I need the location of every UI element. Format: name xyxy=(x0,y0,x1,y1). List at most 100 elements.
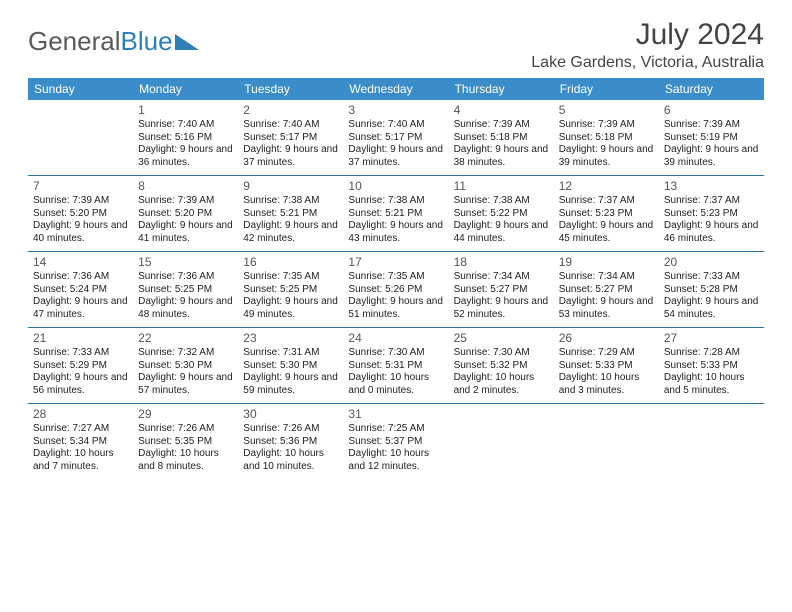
weekday-header: Saturday xyxy=(659,78,764,100)
day-number: 10 xyxy=(348,179,443,194)
day-number: 14 xyxy=(33,255,128,270)
weekday-header: Friday xyxy=(554,78,659,100)
sunrise-line: Sunrise: 7:38 AM xyxy=(454,195,549,208)
calendar-body: 1Sunrise: 7:40 AMSunset: 5:16 PMDaylight… xyxy=(28,100,764,479)
calendar-day-cell: 25Sunrise: 7:30 AMSunset: 5:32 PMDayligh… xyxy=(449,328,554,404)
daylight-line: Daylight: 10 hours and 8 minutes. xyxy=(138,448,233,473)
calendar-week-row: 28Sunrise: 7:27 AMSunset: 5:34 PMDayligh… xyxy=(28,404,764,480)
daylight-line: Daylight: 9 hours and 43 minutes. xyxy=(348,220,443,245)
daylight-line: Daylight: 10 hours and 2 minutes. xyxy=(454,372,549,397)
sunset-line: Sunset: 5:20 PM xyxy=(138,208,233,221)
calendar-day-cell: 15Sunrise: 7:36 AMSunset: 5:25 PMDayligh… xyxy=(133,252,238,328)
calendar-day-cell: 9Sunrise: 7:38 AMSunset: 5:21 PMDaylight… xyxy=(238,176,343,252)
calendar-day-cell: 16Sunrise: 7:35 AMSunset: 5:25 PMDayligh… xyxy=(238,252,343,328)
calendar-day-cell: 28Sunrise: 7:27 AMSunset: 5:34 PMDayligh… xyxy=(28,404,133,480)
daylight-line: Daylight: 9 hours and 54 minutes. xyxy=(664,296,759,321)
daylight-line: Daylight: 10 hours and 10 minutes. xyxy=(243,448,338,473)
sunrise-line: Sunrise: 7:27 AM xyxy=(33,423,128,436)
logo-text-blue: Blue xyxy=(121,26,173,57)
sunset-line: Sunset: 5:16 PM xyxy=(138,132,233,145)
calendar-day-cell xyxy=(659,404,764,480)
day-number: 28 xyxy=(33,407,128,422)
sunrise-line: Sunrise: 7:38 AM xyxy=(243,195,338,208)
sunrise-line: Sunrise: 7:35 AM xyxy=(243,271,338,284)
daylight-line: Daylight: 9 hours and 49 minutes. xyxy=(243,296,338,321)
daylight-line: Daylight: 10 hours and 12 minutes. xyxy=(348,448,443,473)
day-number: 3 xyxy=(348,103,443,118)
daylight-line: Daylight: 9 hours and 56 minutes. xyxy=(33,372,128,397)
sunset-line: Sunset: 5:17 PM xyxy=(243,132,338,145)
sunset-line: Sunset: 5:21 PM xyxy=(243,208,338,221)
calendar-day-cell: 20Sunrise: 7:33 AMSunset: 5:28 PMDayligh… xyxy=(659,252,764,328)
title-block: July 2024 Lake Gardens, Victoria, Austra… xyxy=(531,18,764,72)
sunset-line: Sunset: 5:25 PM xyxy=(138,284,233,297)
sunset-line: Sunset: 5:29 PM xyxy=(33,360,128,373)
logo: GeneralBlue xyxy=(28,18,199,57)
weekday-header: Thursday xyxy=(449,78,554,100)
sunset-line: Sunset: 5:22 PM xyxy=(454,208,549,221)
daylight-line: Daylight: 9 hours and 46 minutes. xyxy=(664,220,759,245)
daylight-line: Daylight: 10 hours and 3 minutes. xyxy=(559,372,654,397)
daylight-line: Daylight: 10 hours and 0 minutes. xyxy=(348,372,443,397)
day-number: 24 xyxy=(348,331,443,346)
logo-text-general: General xyxy=(28,26,121,57)
sunset-line: Sunset: 5:30 PM xyxy=(138,360,233,373)
daylight-line: Daylight: 9 hours and 47 minutes. xyxy=(33,296,128,321)
daylight-line: Daylight: 9 hours and 51 minutes. xyxy=(348,296,443,321)
calendar-table: SundayMondayTuesdayWednesdayThursdayFrid… xyxy=(28,78,764,479)
day-number: 31 xyxy=(348,407,443,422)
day-number: 16 xyxy=(243,255,338,270)
sunset-line: Sunset: 5:37 PM xyxy=(348,436,443,449)
calendar-day-cell: 24Sunrise: 7:30 AMSunset: 5:31 PMDayligh… xyxy=(343,328,448,404)
day-number: 9 xyxy=(243,179,338,194)
calendar-day-cell: 22Sunrise: 7:32 AMSunset: 5:30 PMDayligh… xyxy=(133,328,238,404)
sunrise-line: Sunrise: 7:25 AM xyxy=(348,423,443,436)
calendar-day-cell: 19Sunrise: 7:34 AMSunset: 5:27 PMDayligh… xyxy=(554,252,659,328)
sunrise-line: Sunrise: 7:34 AM xyxy=(559,271,654,284)
sunrise-line: Sunrise: 7:37 AM xyxy=(664,195,759,208)
day-number: 23 xyxy=(243,331,338,346)
daylight-line: Daylight: 9 hours and 37 minutes. xyxy=(348,144,443,169)
calendar-day-cell: 29Sunrise: 7:26 AMSunset: 5:35 PMDayligh… xyxy=(133,404,238,480)
weekday-header: Wednesday xyxy=(343,78,448,100)
calendar-day-cell: 3Sunrise: 7:40 AMSunset: 5:17 PMDaylight… xyxy=(343,100,448,176)
sunrise-line: Sunrise: 7:29 AM xyxy=(559,347,654,360)
daylight-line: Daylight: 9 hours and 41 minutes. xyxy=(138,220,233,245)
day-number: 20 xyxy=(664,255,759,270)
calendar-day-cell: 14Sunrise: 7:36 AMSunset: 5:24 PMDayligh… xyxy=(28,252,133,328)
calendar-day-cell xyxy=(554,404,659,480)
day-number: 17 xyxy=(348,255,443,270)
calendar-week-row: 7Sunrise: 7:39 AMSunset: 5:20 PMDaylight… xyxy=(28,176,764,252)
daylight-line: Daylight: 9 hours and 59 minutes. xyxy=(243,372,338,397)
calendar-day-cell: 6Sunrise: 7:39 AMSunset: 5:19 PMDaylight… xyxy=(659,100,764,176)
sunset-line: Sunset: 5:21 PM xyxy=(348,208,443,221)
sunrise-line: Sunrise: 7:31 AM xyxy=(243,347,338,360)
sunset-line: Sunset: 5:25 PM xyxy=(243,284,338,297)
day-number: 26 xyxy=(559,331,654,346)
day-number: 15 xyxy=(138,255,233,270)
calendar-day-cell: 21Sunrise: 7:33 AMSunset: 5:29 PMDayligh… xyxy=(28,328,133,404)
sunrise-line: Sunrise: 7:35 AM xyxy=(348,271,443,284)
calendar-day-cell: 13Sunrise: 7:37 AMSunset: 5:23 PMDayligh… xyxy=(659,176,764,252)
daylight-line: Daylight: 9 hours and 39 minutes. xyxy=(559,144,654,169)
sunrise-line: Sunrise: 7:40 AM xyxy=(243,119,338,132)
calendar-day-cell: 12Sunrise: 7:37 AMSunset: 5:23 PMDayligh… xyxy=(554,176,659,252)
sunset-line: Sunset: 5:31 PM xyxy=(348,360,443,373)
daylight-line: Daylight: 9 hours and 37 minutes. xyxy=(243,144,338,169)
sunset-line: Sunset: 5:23 PM xyxy=(559,208,654,221)
day-number: 25 xyxy=(454,331,549,346)
calendar-day-cell: 8Sunrise: 7:39 AMSunset: 5:20 PMDaylight… xyxy=(133,176,238,252)
sunrise-line: Sunrise: 7:39 AM xyxy=(454,119,549,132)
calendar-day-cell xyxy=(28,100,133,176)
daylight-line: Daylight: 10 hours and 5 minutes. xyxy=(664,372,759,397)
sunrise-line: Sunrise: 7:39 AM xyxy=(559,119,654,132)
location-text: Lake Gardens, Victoria, Australia xyxy=(531,54,764,72)
daylight-line: Daylight: 9 hours and 39 minutes. xyxy=(664,144,759,169)
sunset-line: Sunset: 5:23 PM xyxy=(664,208,759,221)
calendar-day-cell: 2Sunrise: 7:40 AMSunset: 5:17 PMDaylight… xyxy=(238,100,343,176)
sunset-line: Sunset: 5:35 PM xyxy=(138,436,233,449)
daylight-line: Daylight: 9 hours and 45 minutes. xyxy=(559,220,654,245)
sunset-line: Sunset: 5:18 PM xyxy=(454,132,549,145)
sunrise-line: Sunrise: 7:36 AM xyxy=(138,271,233,284)
month-title: July 2024 xyxy=(531,18,764,52)
